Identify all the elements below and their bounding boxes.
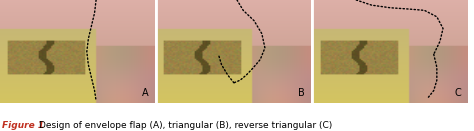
Text: Figure 1: Figure 1 xyxy=(2,121,45,130)
Text: C: C xyxy=(455,88,462,98)
Text: Design of envelope flap (A), triangular (B), reverse triangular (C): Design of envelope flap (A), triangular … xyxy=(39,121,333,130)
Text: A: A xyxy=(142,88,149,98)
Text: B: B xyxy=(299,88,305,98)
